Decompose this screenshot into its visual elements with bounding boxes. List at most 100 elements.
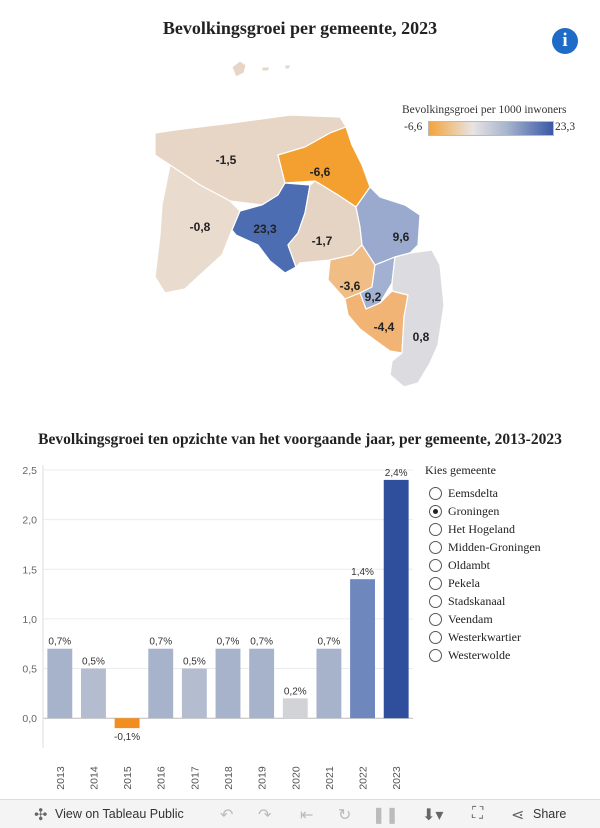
legend-min: -6,6 — [404, 121, 423, 133]
radio-button[interactable] — [429, 612, 442, 626]
download-icon[interactable]: ⬇▾ — [422, 807, 444, 824]
filter-option[interactable]: Westerwolde — [425, 646, 541, 664]
y-tick-label: 1,0 — [22, 614, 37, 626]
pause-icon[interactable]: ❚❚ — [372, 807, 399, 824]
data-label: 0,5% — [183, 657, 206, 668]
info-icon[interactable]: i — [552, 28, 578, 54]
filter-option-label: Midden-Groningen — [448, 539, 541, 554]
data-label: -0,1% — [114, 732, 140, 743]
x-tick-label: 2014 — [88, 766, 100, 790]
filter-option[interactable]: Veendam — [425, 610, 541, 628]
map-island — [231, 60, 247, 78]
x-tick-label: 2016 — [156, 766, 168, 790]
radio-button[interactable] — [429, 522, 442, 536]
radio-button[interactable] — [429, 594, 442, 608]
map-title: Bevolkingsgroei per gemeente, 2023 — [162, 18, 438, 38]
map-label: -0,8 — [190, 220, 211, 234]
radio-button[interactable] — [429, 648, 442, 662]
map-label: 23,3 — [253, 222, 277, 236]
map-label: 9,6 — [393, 230, 410, 244]
radio-button[interactable] — [429, 630, 442, 644]
x-tick-label: 2020 — [290, 766, 302, 790]
filter-option-label: Westerwolde — [448, 647, 511, 662]
x-tick-label: 2015 — [122, 766, 134, 790]
x-tick-label: 2013 — [55, 766, 67, 790]
data-label: 0,7% — [48, 637, 71, 648]
filter-option[interactable]: Stadskanaal — [425, 592, 541, 610]
x-tick-label: 2017 — [189, 766, 201, 790]
filter-option-label: Stadskanaal — [448, 593, 506, 608]
filter-option-label: Oldambt — [448, 557, 490, 572]
legend-max: 23,3 — [555, 121, 576, 133]
filter-title: Kies gemeente — [425, 463, 496, 477]
data-label: 2,4% — [385, 468, 408, 479]
y-tick-label: 0,5 — [22, 664, 37, 676]
bar — [148, 648, 174, 719]
x-tick-label: 2019 — [257, 766, 269, 790]
map-label: -1,5 — [216, 153, 237, 167]
municipality-filter: Kies gemeente Eemsdelta Groningen Het Hoge… — [425, 463, 541, 664]
map-region-westerkwartier[interactable] — [154, 164, 241, 294]
x-tick-label: 2018 — [223, 766, 235, 790]
revert-icon[interactable]: ⇤ — [300, 807, 314, 824]
radio-button[interactable] — [429, 558, 442, 572]
filter-option[interactable]: Oldambt — [425, 556, 541, 574]
data-label: 0,7% — [217, 637, 240, 648]
tableau-toolbar: ✣ View on Tableau Public ↶ ↷ ⇤ ↻ ❚❚ ⬇▾ ⛶… — [0, 799, 600, 828]
bar — [350, 579, 375, 719]
radio-button[interactable] — [429, 486, 442, 500]
bar — [316, 648, 342, 719]
radio-button[interactable] — [429, 504, 442, 518]
bar — [383, 479, 409, 719]
filter-option-label: Veendam — [448, 611, 493, 626]
data-label: 1,4% — [351, 567, 374, 578]
x-tick-label: 2022 — [358, 766, 370, 790]
filter-option[interactable]: Pekela — [425, 574, 541, 592]
filter-option[interactable]: Groningen — [425, 502, 541, 520]
share-button[interactable]: Share — [533, 807, 567, 821]
bar — [181, 668, 207, 719]
filter-option-label: Westerkwartier — [448, 629, 521, 644]
map-label: -4,4 — [374, 320, 395, 334]
fullscreen-icon[interactable]: ⛶ — [472, 805, 484, 822]
map-label: -1,7 — [312, 234, 333, 248]
share-icon[interactable]: ⋖ — [511, 807, 525, 824]
filter-option-label: Pekela — [448, 575, 480, 590]
x-tick-label: 2023 — [391, 766, 403, 790]
bar-chart: 0,0 0,5 1,0 1,5 2,0 2,5 0,7% 2013 0,5% 2014 -0,1% 2… — [22, 465, 413, 790]
radio-list: Eemsdelta Groningen Het Hogeland Midden-Gro… — [425, 484, 541, 664]
map-label: -6,6 — [310, 165, 331, 179]
data-label: 0,7% — [318, 637, 341, 648]
map-label: 0,8 — [413, 330, 430, 344]
y-tick-label: 2,5 — [22, 465, 37, 477]
data-label: 0,7% — [149, 637, 172, 648]
y-tick-label: 2,0 — [22, 515, 37, 527]
map-label: 9,2 — [365, 290, 382, 304]
map-island — [261, 66, 271, 72]
bar — [47, 648, 73, 719]
map-region-oldambt[interactable] — [355, 186, 421, 266]
filter-option[interactable]: Het Hogeland — [425, 520, 541, 538]
map-island — [284, 64, 292, 70]
data-label: 0,2% — [284, 686, 307, 697]
bar — [249, 648, 275, 719]
map-region-westerwolde[interactable] — [389, 249, 445, 388]
legend-title: Bevolkingsgroei per 1000 inwoners — [402, 104, 567, 116]
filter-option[interactable]: Midden-Groningen — [425, 538, 541, 556]
radio-button[interactable] — [429, 540, 442, 554]
radio-button[interactable] — [429, 576, 442, 590]
undo-icon[interactable]: ↶ — [220, 807, 234, 824]
filter-option-label: Het Hogeland — [448, 521, 515, 536]
view-on-tableau-link[interactable]: View on Tableau Public — [55, 807, 184, 821]
filter-option[interactable]: Westerkwartier — [425, 628, 541, 646]
municipality-map: -1,5 -6,6 -0,8 23,3 -1,7 9,6 -3,6 9,2 -4… — [154, 60, 445, 388]
filter-option[interactable]: Eemsdelta — [425, 484, 541, 502]
tableau-logo-icon: ✣ — [34, 807, 48, 824]
legend-color-ramp — [428, 121, 554, 136]
refresh-icon[interactable]: ↻ — [338, 807, 352, 824]
data-label: 0,7% — [250, 637, 273, 648]
redo-icon[interactable]: ↷ — [258, 807, 272, 824]
y-tick-label: 1,5 — [22, 564, 37, 576]
data-label: 0,5% — [82, 657, 105, 668]
map-region-eemsdelta[interactable] — [277, 126, 371, 208]
